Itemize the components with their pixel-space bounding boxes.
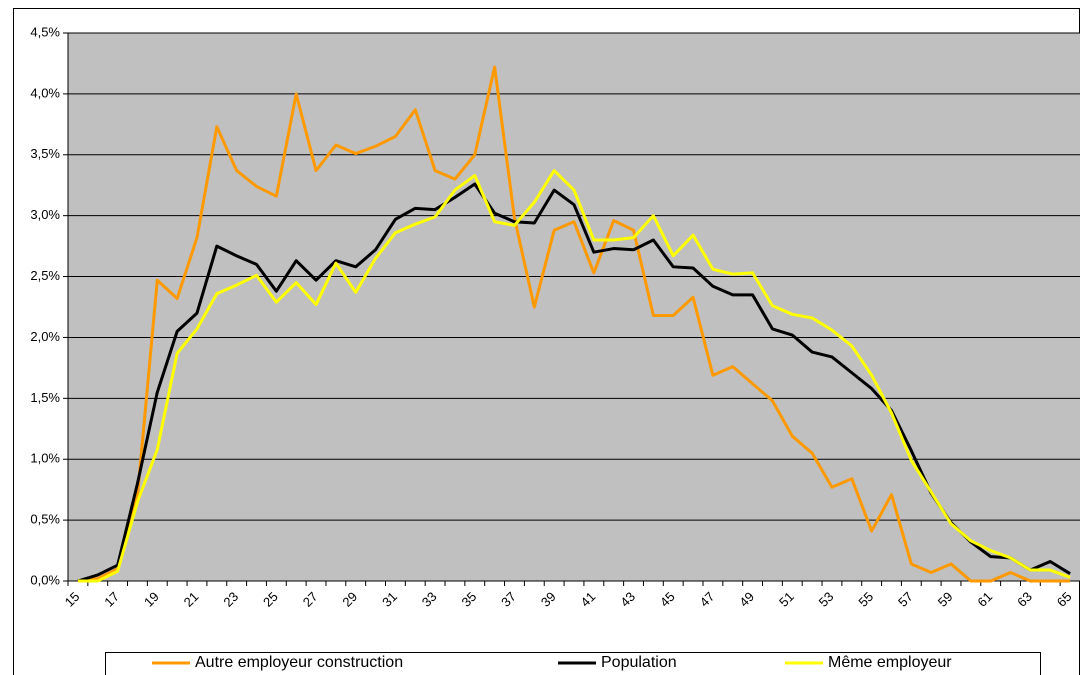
y-tick-label: 1,5% [30,390,60,405]
y-tick-label: 2,0% [30,329,60,344]
y-tick-label: 0,5% [30,512,60,527]
y-tick-label: 3,5% [30,146,60,161]
y-tick-label: 4,5% [30,24,60,39]
plot-area [68,33,1080,581]
y-tick-label: 1,0% [30,451,60,466]
legend-label: Même employeur [828,654,952,671]
y-tick-label: 4,0% [30,85,60,100]
y-tick-label: 2,5% [30,268,60,283]
y-tick-label: 3,0% [30,207,60,222]
series-line [77,65,1071,583]
legend-label: Population [601,654,677,671]
y-tick-label: 0,0% [30,572,60,587]
series-line [77,182,1071,583]
legend-label: Autre employeur construction [195,654,403,671]
series-line [77,169,1071,583]
